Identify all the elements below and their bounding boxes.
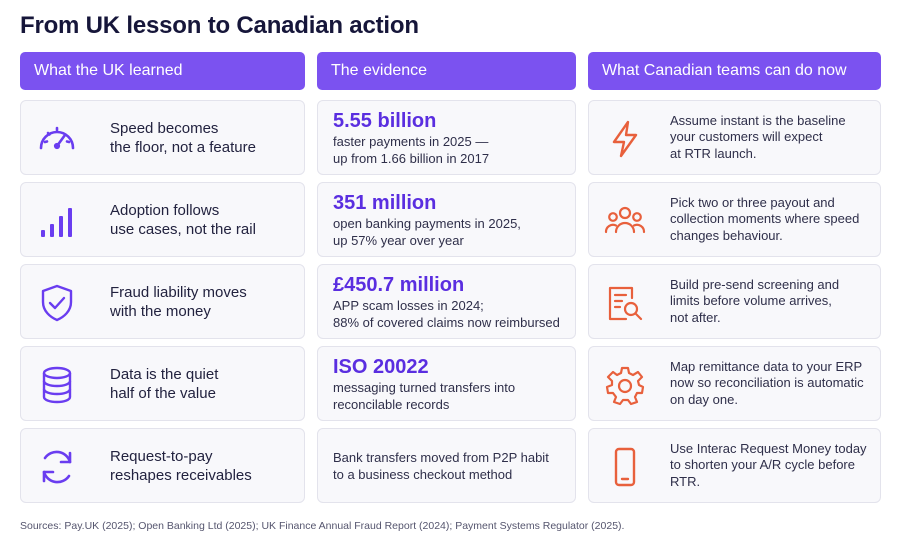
evidence-desc: APP scam losses in 2024; 88% of covered c… xyxy=(333,297,567,331)
action-line: RTR. xyxy=(670,473,701,489)
action-line: Pick two or three payout and xyxy=(670,194,835,210)
evidence-stat: 5.55 billion xyxy=(333,109,437,132)
evidence-line: up 57% year over year xyxy=(333,232,464,248)
action-card: Build pre-send screening and limits befor… xyxy=(588,264,881,339)
lesson-line: with the money xyxy=(110,302,211,320)
action-line: now so reconciliation is automatic xyxy=(670,375,864,391)
evidence-line: to a business checkout method xyxy=(333,466,513,482)
evidence-card: 351 million open banking payments in 202… xyxy=(317,182,576,257)
document-search-icon xyxy=(603,281,647,325)
action-line: Assume instant is the baseline xyxy=(670,112,846,128)
lesson-line: use cases, not the rail xyxy=(110,220,256,238)
lesson-line: Data is the quiet xyxy=(110,365,219,383)
action-line: changes behaviour. xyxy=(670,227,783,243)
evidence-card: £450.7 million APP scam losses in 2024; 8… xyxy=(317,264,576,339)
header-evidence: The evidence xyxy=(317,52,576,90)
evidence-desc: faster payments in 2025 — up from 1.66 bi… xyxy=(333,133,567,167)
database-icon xyxy=(35,363,79,407)
sources-footnote: Sources: Pay.UK (2025); Open Banking Ltd… xyxy=(20,520,625,532)
gear-icon xyxy=(603,363,647,407)
refresh-arrows-icon xyxy=(35,445,79,489)
bar-chart-icon xyxy=(35,199,79,243)
evidence-desc: open banking payments in 2025, up 57% yea… xyxy=(333,215,567,249)
evidence-line: faster payments in 2025 — xyxy=(333,133,489,149)
action-card: Pick two or three payout and collection m… xyxy=(588,182,881,257)
action-line: limits before volume arrives, xyxy=(670,293,832,309)
lesson-line: Adoption follows xyxy=(110,201,220,219)
action-line: Build pre-send screening and xyxy=(670,276,840,292)
evidence-desc: Bank transfers moved from P2P habit to a … xyxy=(333,449,567,483)
mobile-phone-icon xyxy=(603,445,647,489)
evidence-line: open banking payments in 2025, xyxy=(333,215,521,231)
lesson-line: reshapes receivables xyxy=(110,466,252,484)
action-line: on day one. xyxy=(670,391,738,407)
page-title: From UK lesson to Canadian action xyxy=(20,12,419,39)
evidence-card: 5.55 billion faster payments in 2025 — up… xyxy=(317,100,576,175)
action-text: Map remittance data to your ERP now so re… xyxy=(670,347,872,420)
lesson-text: Request-to-pay reshapes receivables xyxy=(110,429,300,502)
evidence-card: Bank transfers moved from P2P habit to a … xyxy=(317,428,576,503)
lesson-text: Fraud liability moves with the money xyxy=(110,265,300,338)
action-line: Use Interac Request Money today xyxy=(670,440,867,456)
action-line: collection moments where speed xyxy=(670,211,860,227)
evidence-line: up from 1.66 billion in 2017 xyxy=(333,150,490,166)
action-text: Build pre-send screening and limits befor… xyxy=(670,265,872,338)
action-card: Use Interac Request Money today to shorte… xyxy=(588,428,881,503)
lesson-text: Speed becomes the floor, not a feature xyxy=(110,101,300,174)
speedometer-icon xyxy=(35,117,79,161)
evidence-desc: messaging turned transfers into reconcila… xyxy=(333,379,567,413)
lesson-line: Speed becomes xyxy=(110,119,219,137)
header-lessons: What the UK learned xyxy=(20,52,305,90)
action-text: Pick two or three payout and collection m… xyxy=(670,183,872,256)
evidence-line: messaging turned transfers into xyxy=(333,379,516,395)
evidence-line: APP scam losses in 2024; xyxy=(333,297,484,313)
evidence-stat: ISO 20022 xyxy=(333,355,429,378)
lesson-text: Adoption follows use cases, not the rail xyxy=(110,183,300,256)
lesson-line: the floor, not a feature xyxy=(110,138,256,156)
action-line: to shorten your A/R cycle before xyxy=(670,457,855,473)
action-line: at RTR launch. xyxy=(670,145,757,161)
evidence-stat: 351 million xyxy=(333,191,437,214)
evidence-line: Bank transfers moved from P2P habit xyxy=(333,449,549,465)
lesson-line: Fraud liability moves xyxy=(110,283,247,301)
header-actions: What Canadian teams can do now xyxy=(588,52,881,90)
people-icon xyxy=(603,199,647,243)
lesson-card: Adoption follows use cases, not the rail xyxy=(20,182,305,257)
lesson-card: Speed becomes the floor, not a feature xyxy=(20,100,305,175)
lesson-card: Request-to-pay reshapes receivables xyxy=(20,428,305,503)
lightning-icon xyxy=(603,117,647,161)
shield-check-icon xyxy=(35,281,79,325)
lesson-line: Request-to-pay xyxy=(110,447,213,465)
action-card: Assume instant is the baseline your custo… xyxy=(588,100,881,175)
lesson-card: Fraud liability moves with the money xyxy=(20,264,305,339)
action-text: Use Interac Request Money today to shorte… xyxy=(670,429,872,502)
evidence-card: ISO 20022 messaging turned transfers int… xyxy=(317,346,576,421)
evidence-stat: £450.7 million xyxy=(333,273,465,296)
lesson-text: Data is the quiet half of the value xyxy=(110,347,300,420)
action-line: not after. xyxy=(670,309,721,325)
lesson-line: half of the value xyxy=(110,384,216,402)
action-card: Map remittance data to your ERP now so re… xyxy=(588,346,881,421)
lesson-card: Data is the quiet half of the value xyxy=(20,346,305,421)
action-line: your customers will expect xyxy=(670,129,823,145)
evidence-line: 88% of covered claims now reimbursed xyxy=(333,314,560,330)
evidence-line: reconcilable records xyxy=(333,396,450,412)
action-line: Map remittance data to your ERP xyxy=(670,358,863,374)
action-text: Assume instant is the baseline your custo… xyxy=(670,101,872,174)
